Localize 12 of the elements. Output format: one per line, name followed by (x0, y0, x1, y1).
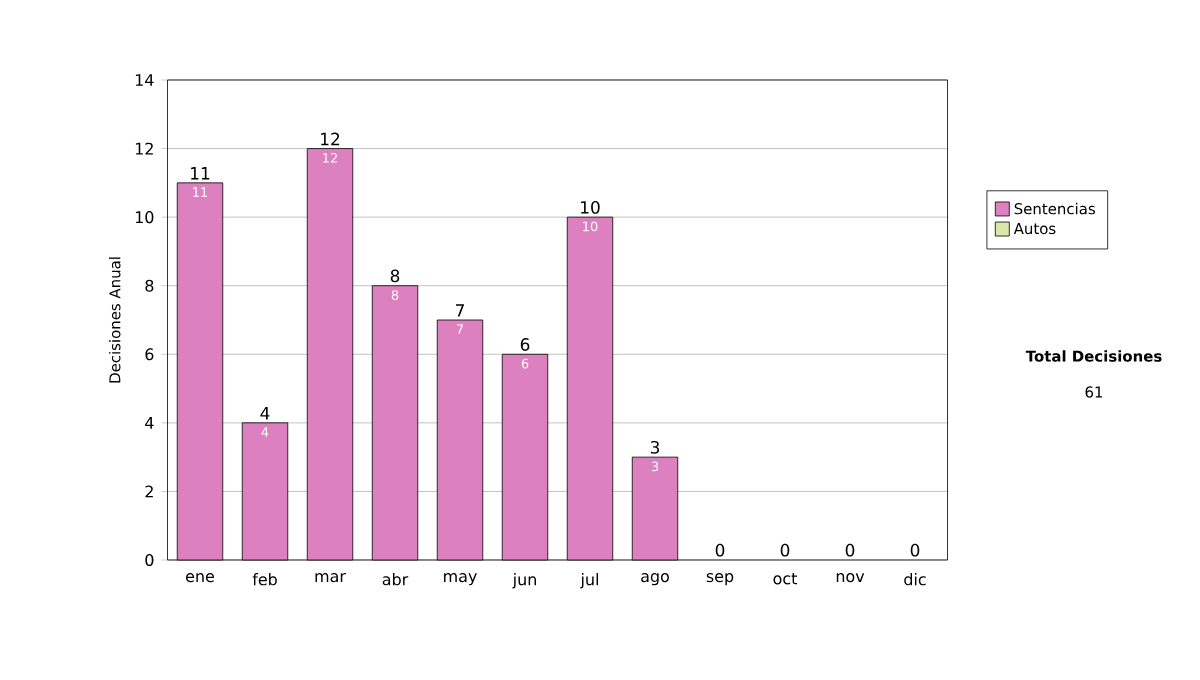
total-label: 7 (455, 304, 464, 317)
total-label: 0 (780, 543, 790, 557)
total-label: 3 (650, 440, 660, 454)
total-label: 0 (715, 543, 725, 557)
total-label: 0 (845, 543, 855, 557)
total-label: 10 (581, 200, 600, 214)
total-label: 0 (910, 543, 920, 557)
total-label: 4 (260, 407, 270, 420)
total-label: 6 (520, 338, 530, 351)
total-label: 12 (321, 132, 340, 146)
total-label: 8 (390, 269, 400, 283)
total-label: 11 (191, 167, 210, 180)
